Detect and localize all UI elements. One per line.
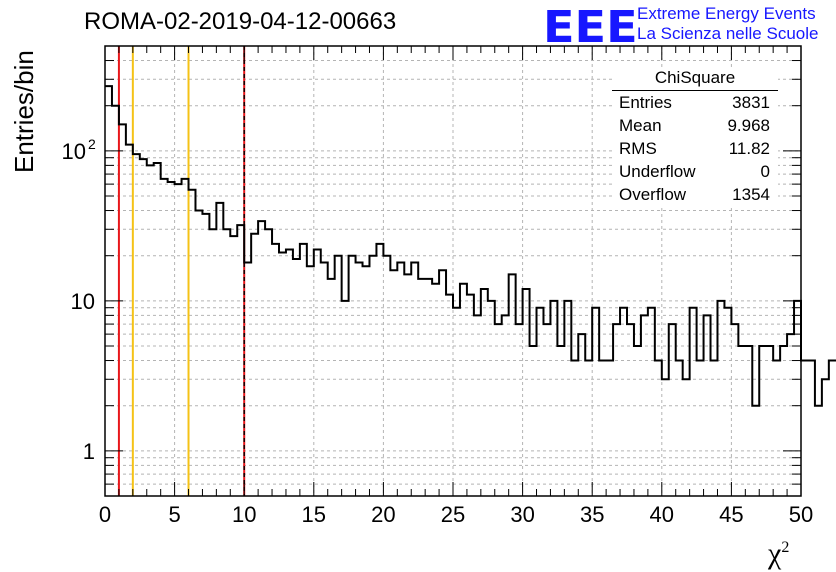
histogram-outline	[105, 85, 836, 407]
x-axis-label-superscript: 2	[781, 539, 790, 556]
stats-label: Entries	[619, 93, 672, 112]
y-tick-label: 10	[71, 289, 95, 314]
x-tick-label: 20	[371, 502, 395, 527]
x-tick-label: 25	[441, 502, 465, 527]
stats-label: RMS	[619, 139, 657, 158]
stats-value: 0	[760, 162, 770, 181]
stats-box: ChiSquare Entries 3831 Mean 9.968 RMS 11.82…	[612, 68, 778, 206]
stats-label: Mean	[619, 116, 662, 135]
logo-line-1: Extreme Energy Events	[637, 4, 816, 23]
stats-value: 9.968	[727, 116, 770, 135]
stats-label: Overflow	[619, 185, 687, 204]
stats-row: RMS 11.82	[612, 137, 778, 160]
stats-row: Underflow 0	[612, 160, 778, 183]
x-tick-label: 0	[99, 502, 111, 527]
stats-value: 11.82	[728, 139, 770, 158]
reference-lines	[117, 46, 246, 496]
x-axis-label: χ2	[768, 537, 789, 571]
stats-value: 1354	[732, 185, 770, 204]
y-tick-label: 1	[83, 439, 95, 464]
x-tick-label: 15	[302, 502, 326, 527]
stats-row: Entries 3831	[612, 91, 778, 114]
stats-title: ChiSquare	[612, 68, 778, 91]
y-axis-label: Entries/bin	[9, 50, 39, 173]
eee-logo: EEE	[543, 2, 638, 53]
x-tick-label: 10	[232, 502, 256, 527]
chart-title: ROMA-02-2019-04-12-00663	[84, 8, 397, 35]
x-tick-label: 40	[650, 502, 674, 527]
x-tick-label: 30	[510, 502, 534, 527]
y-tick-label: 10	[62, 139, 86, 164]
x-tick-label: 5	[168, 502, 180, 527]
histogram	[105, 85, 836, 407]
stats-row: Mean 9.968	[612, 114, 778, 137]
x-tick-label: 45	[719, 502, 743, 527]
x-axis-label-text: χ	[768, 537, 782, 570]
stats-row: Overflow 1354	[612, 183, 778, 206]
stats-label: Underflow	[619, 162, 696, 181]
x-tick-label: 35	[580, 502, 604, 527]
x-tick-label: 50	[789, 502, 813, 527]
stats-value: 3831	[732, 93, 770, 112]
logo-line-2: La Scienza nelle Scuole	[637, 24, 819, 43]
y-tick-label-exponent: 2	[88, 136, 96, 152]
